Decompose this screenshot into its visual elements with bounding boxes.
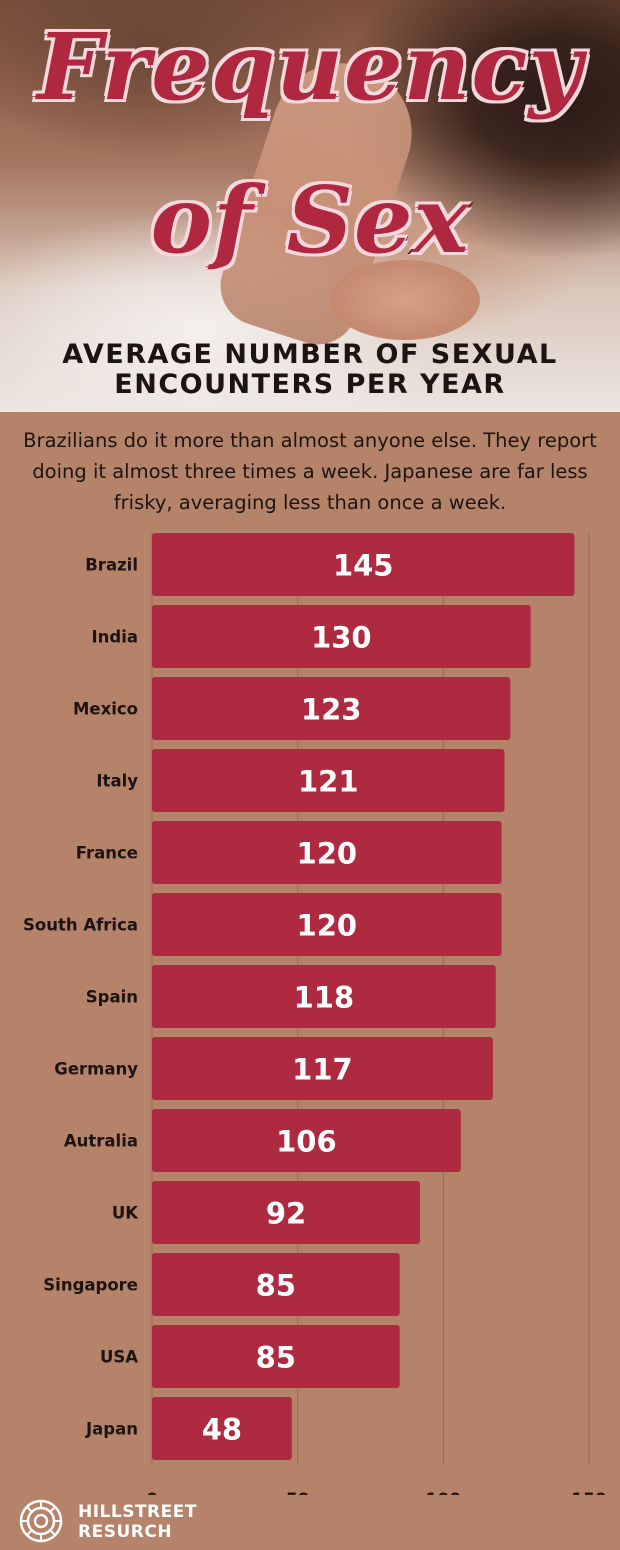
bar — [152, 965, 496, 1028]
x-tick-label: 150 — [571, 1490, 607, 1495]
header-photo: Frequency of Sex AVERAGE NUMBER OF SEXUA… — [0, 0, 620, 412]
category-label: Italy — [96, 772, 138, 791]
category-label: Singapore — [43, 1276, 138, 1295]
bar-value-label: 120 — [297, 909, 358, 943]
category-label: Spain — [86, 988, 138, 1007]
bar-value-label: 118 — [294, 981, 355, 1015]
brand-line-2: RESURCH — [78, 1522, 173, 1542]
x-tick-label: 100 — [426, 1490, 462, 1495]
category-label: France — [76, 844, 138, 863]
bar — [152, 749, 505, 812]
sun-rings-logo-icon — [19, 1499, 63, 1543]
bar-value-label: 130 — [311, 621, 372, 655]
category-label: Autralia — [64, 1132, 138, 1151]
x-tick-label: 0 — [146, 1490, 158, 1495]
bar — [152, 1325, 400, 1388]
subtitle-line-2: ENCOUNTERS PER YEAR — [114, 369, 506, 400]
category-label: Brazil — [85, 556, 138, 575]
bar-value-label: 92 — [266, 1197, 306, 1231]
title-line-2: of Sex — [149, 164, 471, 276]
subtitle-line-1: AVERAGE NUMBER OF SEXUAL — [62, 339, 558, 370]
bar — [152, 1253, 400, 1316]
bar — [152, 605, 531, 668]
bar — [152, 677, 511, 740]
bar-value-label: 106 — [276, 1125, 337, 1159]
chart-x-tick-labels: 0 50 100 150 — [146, 1490, 607, 1495]
category-label: South Africa — [23, 916, 138, 935]
x-tick-label: 50 — [286, 1490, 310, 1495]
bar-value-label: 85 — [256, 1341, 296, 1375]
category-label: USA — [100, 1348, 138, 1367]
photo-hands-shape — [330, 260, 480, 340]
title-line-1: Frequency — [35, 11, 584, 123]
bar-value-label: 121 — [298, 765, 359, 799]
bar — [152, 1037, 493, 1100]
chart-category-labels: Brazil India Mexico Italy France South Africa… — [23, 556, 139, 1439]
category-label: Mexico — [73, 700, 138, 719]
category-label: India — [92, 628, 139, 647]
bar-chart: 145 130 123 121 120 120 118 117 106 92 85 85 48 Braz… — [23, 533, 607, 1495]
bar — [152, 1109, 461, 1172]
bar — [152, 893, 502, 956]
subtitle: AVERAGE NUMBER OF SEXUAL ENCOUNTERS PER … — [0, 340, 620, 400]
bar-value-label: 123 — [301, 693, 362, 727]
bar-value-label: 85 — [256, 1269, 296, 1303]
brand-line-1: HILLSTREET — [78, 1502, 197, 1522]
bar-value-label: 145 — [333, 549, 394, 583]
bar-value-label: 48 — [202, 1413, 242, 1447]
category-label: UK — [112, 1204, 139, 1223]
brand-name: HILLSTREET RESURCH — [78, 1502, 197, 1542]
bar — [152, 821, 502, 884]
intro-text: Brazilians do it more than almost anyone… — [23, 429, 597, 514]
bar — [152, 1181, 421, 1244]
category-label: Germany — [54, 1060, 138, 1079]
category-label: Japan — [85, 1420, 138, 1439]
bar-value-label: 117 — [292, 1053, 353, 1087]
bar-value-label: 120 — [297, 837, 358, 871]
bar — [152, 1397, 292, 1460]
bar — [152, 533, 575, 596]
chart-bars: 145 130 123 121 120 120 118 117 106 92 85 85 48 — [152, 533, 575, 1460]
